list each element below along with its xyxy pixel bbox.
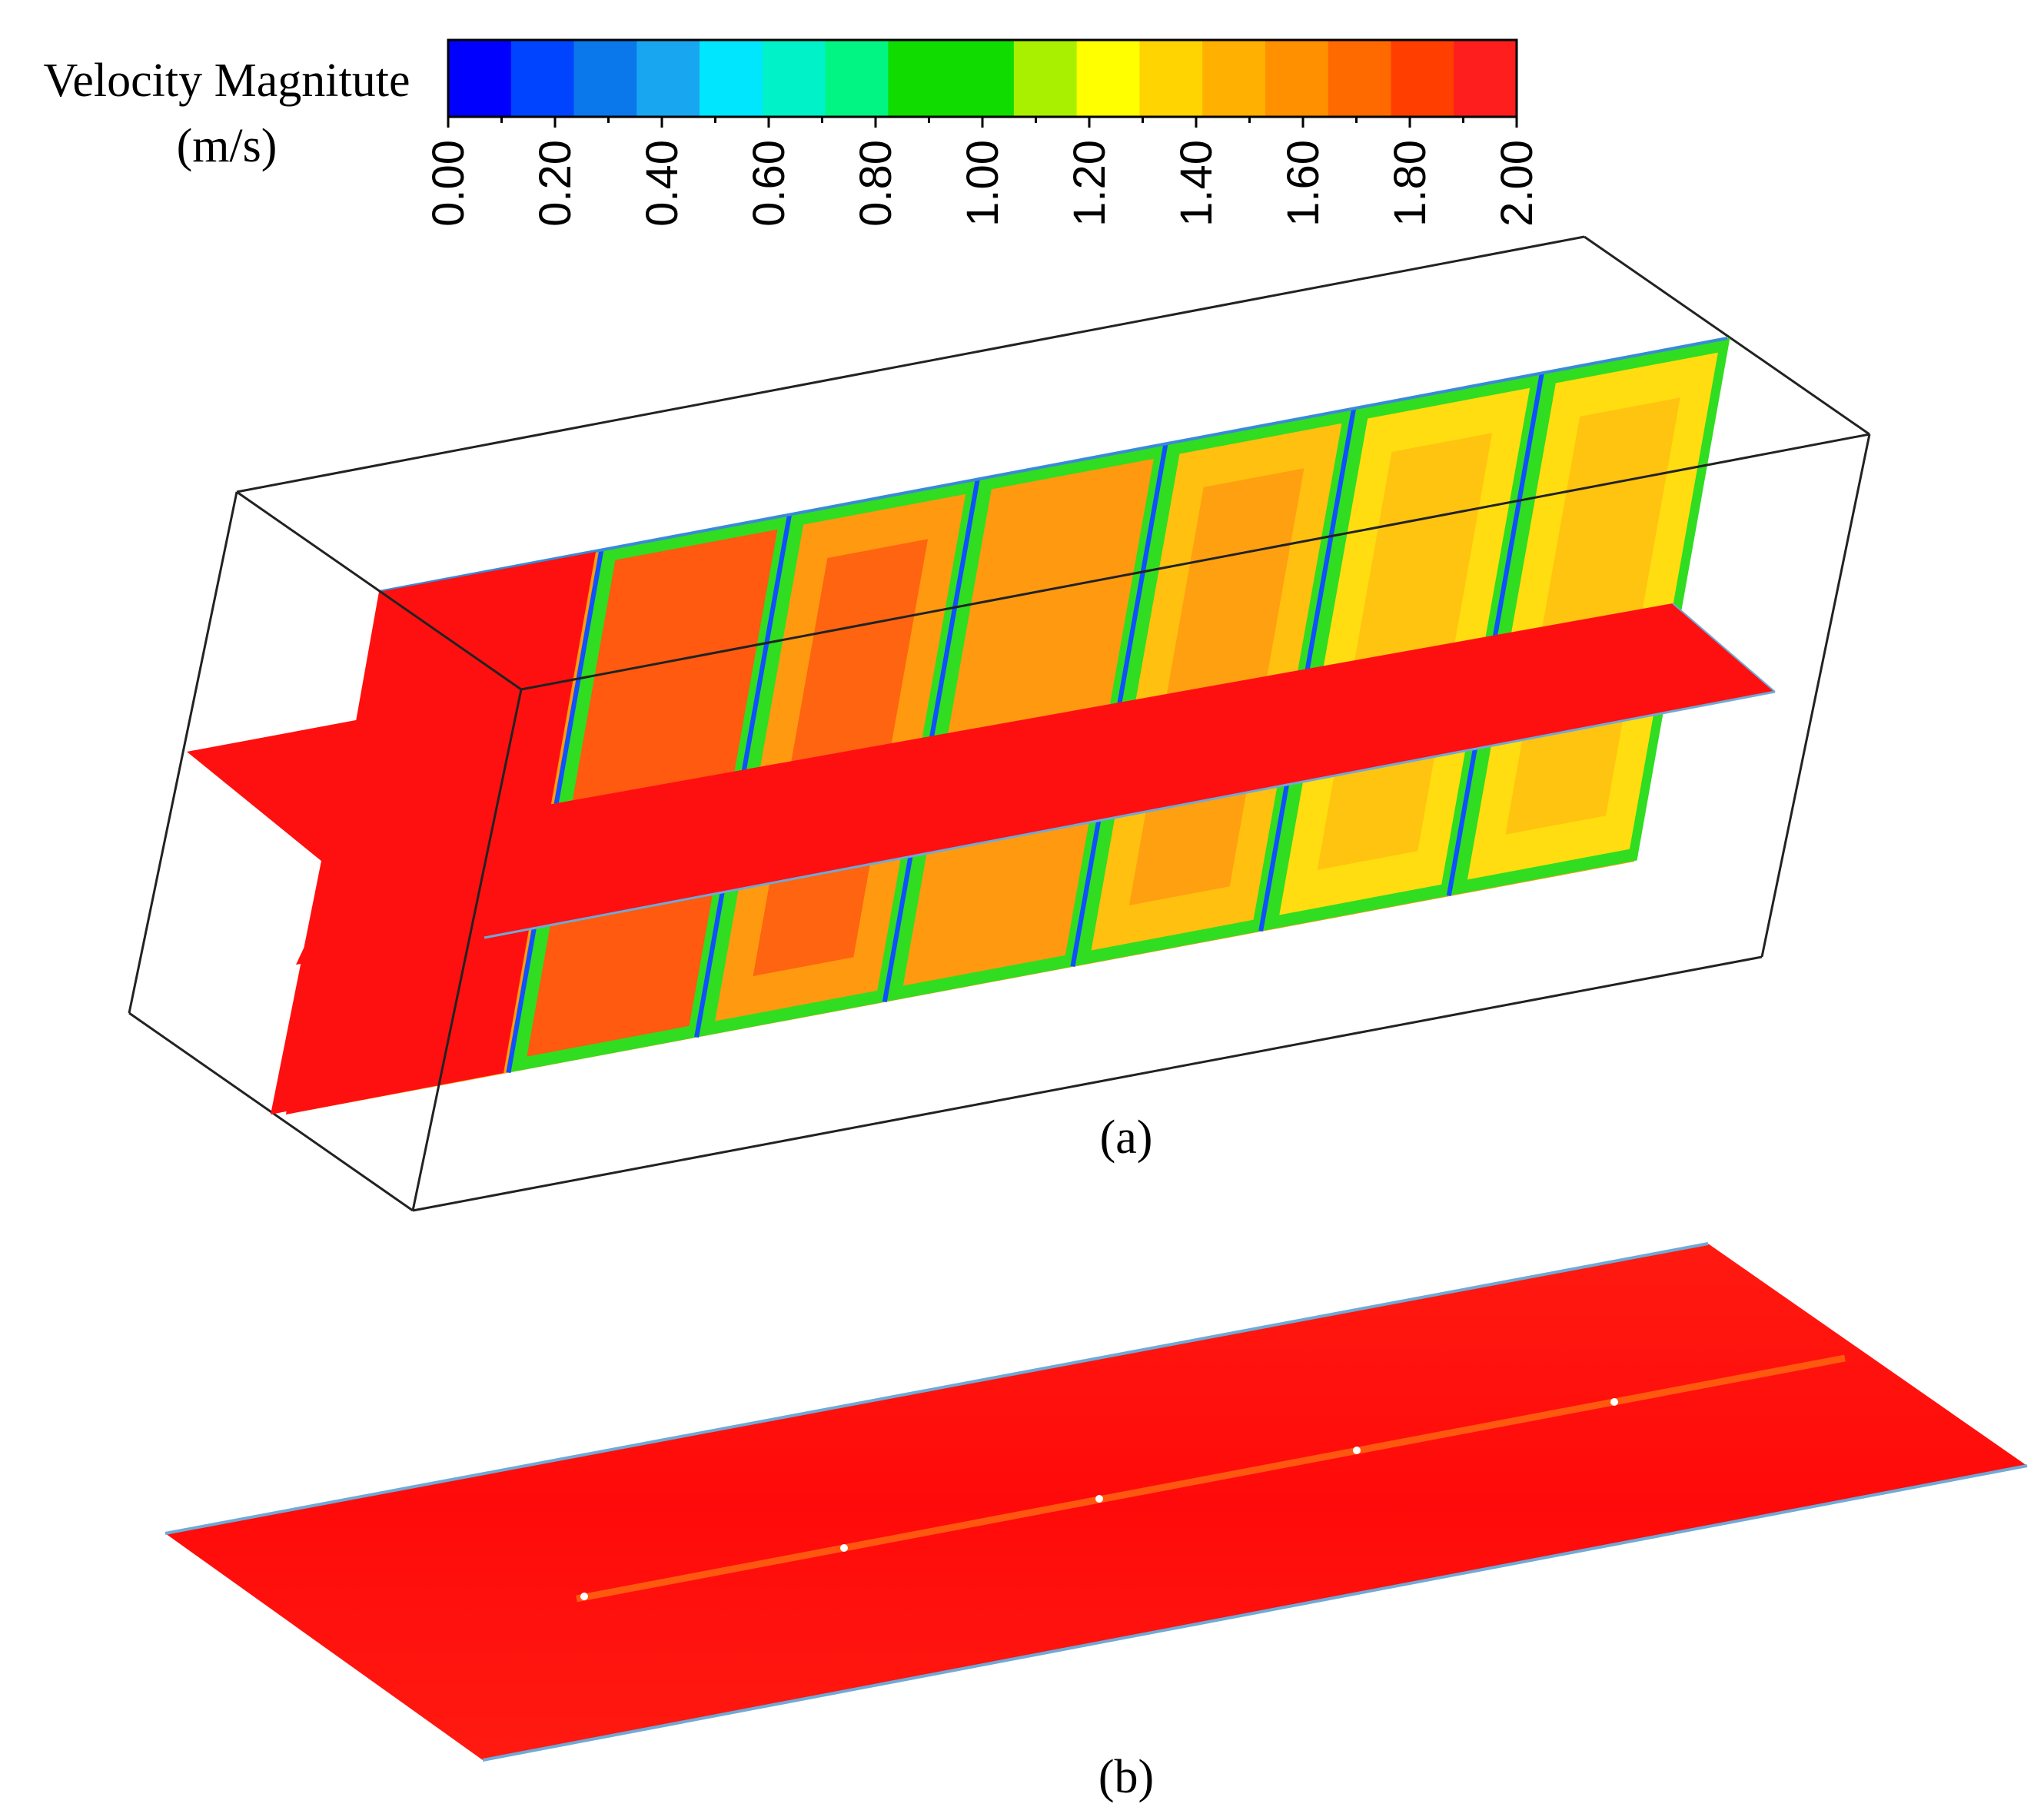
colorbar: Velocity Magnitute (m/s) 0.00 0.20 0.40 0.6… bbox=[44, 38, 1542, 227]
colorbar-swatch bbox=[825, 40, 889, 117]
colorbar-tick-label: 1.20 bbox=[1065, 140, 1115, 227]
plane-edge-bottom bbox=[482, 1464, 2028, 1762]
colorbar-tick-label: 0.80 bbox=[851, 140, 901, 227]
colorbar-tick-label: 1.40 bbox=[1172, 140, 1221, 227]
colorbar-swatch bbox=[636, 40, 700, 117]
wake-markers bbox=[580, 1398, 1618, 1600]
panel-b-plane-view: (b) bbox=[165, 1242, 2028, 1803]
wake-line bbox=[576, 1354, 1846, 1603]
baffle-line bbox=[1446, 372, 1544, 896]
colorbar-swatch bbox=[888, 40, 952, 117]
panel-b-caption: (b) bbox=[1098, 1751, 1154, 1803]
panel-a-caption: (a) bbox=[1100, 1111, 1153, 1164]
colorbar-swatch bbox=[1265, 40, 1329, 117]
colorbar-unit: (m/s) bbox=[177, 120, 278, 172]
colorbar-swatch bbox=[1202, 40, 1266, 117]
colorbar-swatch bbox=[1013, 40, 1078, 117]
colorbar-swatch bbox=[1076, 40, 1141, 117]
colorbar-tick-label: 1.60 bbox=[1278, 140, 1328, 227]
horizontal-plane-edge-front bbox=[1672, 603, 1776, 693]
colorbar-ticks: 0.00 0.20 0.40 0.60 0.80 1.00 1.20 1.40 1.60 1.80… bbox=[424, 117, 1542, 227]
colorbar-swatch bbox=[700, 40, 763, 117]
colorbar-swatch bbox=[510, 40, 575, 117]
colorbar-swatch bbox=[1328, 40, 1392, 117]
colorbar-swatch bbox=[1454, 40, 1517, 117]
colorbar-swatch bbox=[762, 40, 826, 117]
colorbar-swatch bbox=[1391, 40, 1454, 117]
domain-front-edges bbox=[236, 433, 1871, 1212]
colorbar-tick-label: 2.00 bbox=[1492, 140, 1542, 227]
plane-edge-top bbox=[165, 1242, 1709, 1535]
colorbar-tick-label: 0.20 bbox=[530, 140, 580, 227]
colorbar-swatches bbox=[448, 40, 1517, 117]
colorbar-swatch bbox=[573, 40, 637, 117]
horizontal-plane bbox=[187, 603, 1775, 965]
colorbar-tick-label: 0.40 bbox=[637, 140, 687, 227]
colorbar-tick-label: 0.00 bbox=[424, 140, 474, 227]
colorbar-swatch bbox=[448, 40, 512, 117]
colorbar-swatch bbox=[951, 40, 1015, 117]
plane-top-edge bbox=[378, 337, 1728, 593]
colorbar-tick-label: 1.00 bbox=[958, 140, 1008, 227]
horizontal-plane-edge bbox=[484, 690, 1776, 939]
panel-a-3d-view: (a) bbox=[128, 235, 1871, 1212]
colorbar-title: Velocity Magnitute bbox=[44, 55, 410, 107]
colorbar-tick-label: 1.80 bbox=[1385, 140, 1435, 227]
colorbar-swatch bbox=[1139, 40, 1203, 117]
colorbar-tick-label: 0.60 bbox=[744, 140, 794, 227]
domain-back-edges bbox=[128, 235, 1870, 1212]
